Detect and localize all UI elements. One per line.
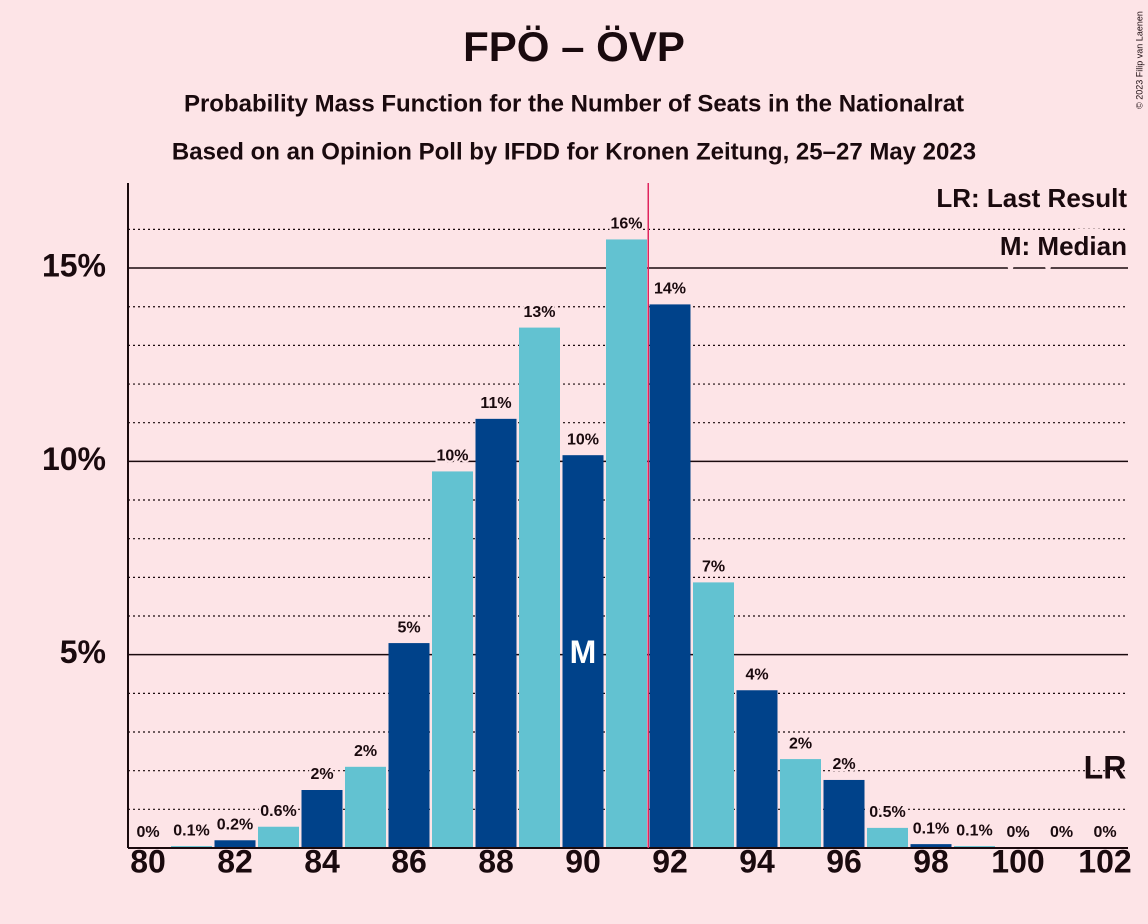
value-label: 2% bbox=[832, 756, 855, 773]
y-tick-label: 10% bbox=[42, 441, 106, 477]
chart-subtitle: Based on an Opinion Poll by IFDD for Kro… bbox=[172, 138, 976, 165]
chart-title: FPÖ – ÖVP bbox=[463, 23, 685, 70]
median-marker: M bbox=[570, 634, 597, 670]
x-tick-label: 82 bbox=[217, 843, 253, 879]
last-result-marker: LR bbox=[1084, 749, 1127, 785]
bar bbox=[693, 582, 734, 848]
bar bbox=[258, 826, 299, 848]
bar bbox=[606, 239, 647, 848]
copyright: © 2023 Filip van Laenen bbox=[1134, 11, 1144, 109]
value-label: 11% bbox=[480, 395, 511, 412]
x-tick-label: 98 bbox=[913, 843, 949, 879]
value-label: 0.5% bbox=[869, 804, 905, 821]
value-label: 0.1% bbox=[913, 820, 949, 837]
bar bbox=[780, 759, 821, 848]
bar bbox=[214, 840, 256, 848]
bar bbox=[345, 766, 386, 848]
x-tick-label: 102 bbox=[1078, 843, 1131, 879]
value-label: 2% bbox=[310, 766, 333, 783]
x-tick-label: 92 bbox=[652, 843, 688, 879]
value-label: 0.2% bbox=[217, 816, 253, 833]
value-label: 13% bbox=[523, 304, 555, 321]
value-label: 5% bbox=[397, 619, 420, 636]
value-label: 2% bbox=[789, 735, 812, 752]
bar bbox=[475, 418, 517, 848]
value-label: 0% bbox=[1093, 824, 1116, 841]
x-tick-label: 100 bbox=[991, 843, 1044, 879]
value-label: 4% bbox=[745, 666, 768, 683]
value-label: 14% bbox=[654, 281, 686, 298]
bar bbox=[649, 304, 691, 849]
value-label: 10% bbox=[436, 448, 468, 465]
x-tick-label: 94 bbox=[739, 843, 775, 879]
x-tick-label: 86 bbox=[391, 843, 427, 879]
value-label: 0% bbox=[1006, 824, 1029, 841]
value-label: 10% bbox=[567, 431, 599, 448]
value-label: 0.1% bbox=[173, 822, 209, 839]
x-tick-label: 80 bbox=[130, 843, 166, 879]
bar bbox=[519, 327, 560, 848]
value-label: 0% bbox=[1050, 824, 1073, 841]
bar bbox=[388, 643, 430, 848]
value-label: 0.6% bbox=[260, 803, 296, 820]
chart-subtitle: Probability Mass Function for the Number… bbox=[184, 90, 964, 117]
y-tick-label: 5% bbox=[60, 634, 106, 670]
y-tick-label: 15% bbox=[42, 248, 106, 284]
value-label: 16% bbox=[610, 216, 642, 233]
bar bbox=[867, 827, 908, 848]
x-tick-label: 88 bbox=[478, 843, 514, 879]
x-tick-label: 84 bbox=[304, 843, 340, 879]
legend-entry: M: Median bbox=[1000, 231, 1127, 261]
value-label: 7% bbox=[702, 559, 725, 576]
bar bbox=[823, 779, 865, 848]
value-label: 0% bbox=[136, 824, 159, 841]
legend-entry: LR: Last Result bbox=[936, 183, 1127, 213]
value-label: 0.1% bbox=[956, 822, 992, 839]
bar bbox=[910, 844, 952, 848]
x-tick-label: 90 bbox=[565, 843, 601, 879]
value-label: 2% bbox=[354, 743, 377, 760]
x-tick-label: 96 bbox=[826, 843, 862, 879]
bar bbox=[736, 690, 778, 848]
bar bbox=[432, 471, 473, 848]
bar bbox=[562, 455, 604, 848]
bar bbox=[301, 790, 343, 848]
